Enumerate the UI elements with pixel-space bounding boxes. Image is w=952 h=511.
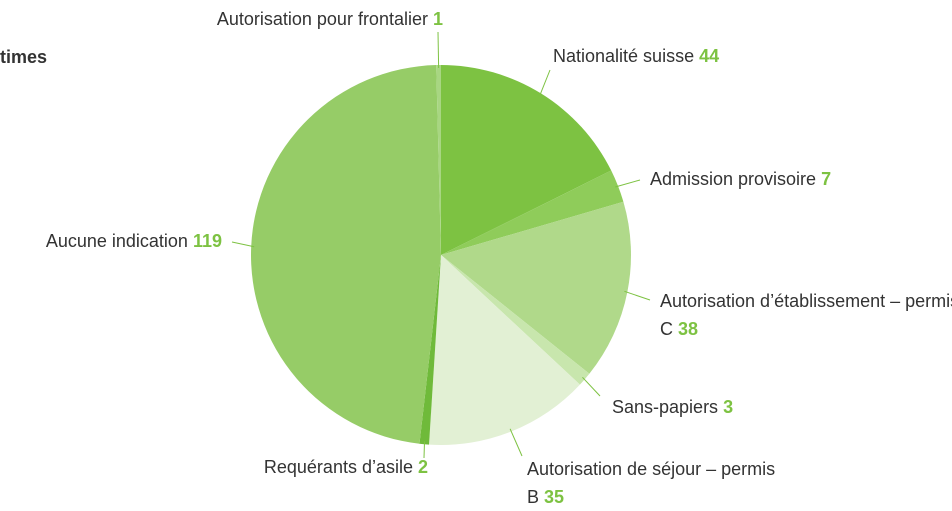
pie-slice <box>441 65 612 255</box>
slice-label: Sans-papiers 3 <box>612 397 733 417</box>
slice-label: Aucune indication 119 <box>46 231 222 251</box>
label-line: C <box>660 319 678 339</box>
leader-line <box>582 376 601 397</box>
slice-label: Autorisation pour frontalier 1 <box>217 9 443 29</box>
leader-line <box>437 31 440 69</box>
leader-line <box>231 241 255 248</box>
value-label: 3 <box>723 397 733 417</box>
leader-line <box>509 428 523 457</box>
pie-slice <box>250 65 441 444</box>
slice-label: Autorisation de séjour – permis B 35 <box>527 459 775 507</box>
value-label: 119 <box>193 231 222 251</box>
pie-slice <box>441 201 632 374</box>
pie <box>250 65 632 445</box>
value-label: 2 <box>418 457 428 477</box>
value-label: 35 <box>544 487 564 507</box>
label-line: Admission provisoire <box>650 169 821 189</box>
pie-slice <box>429 255 580 445</box>
pie-slice <box>419 255 441 445</box>
label-line: Autorisation d’établissement – permis <box>660 291 952 311</box>
label-line: Autorisation de séjour – permis <box>527 459 775 479</box>
slice-label: Admission provisoire 7 <box>650 169 831 189</box>
slice-label: Requérants d’asile 2 <box>264 457 428 477</box>
slice-label: Nationalité suisse 44 <box>553 46 719 66</box>
label-line: Requérants d’asile <box>264 457 418 477</box>
leader-line <box>539 69 551 97</box>
leader-line <box>423 441 426 459</box>
slice-label: Autorisation d’établissement – permis C 3… <box>660 291 952 339</box>
label-line: Aucune indication <box>46 231 193 251</box>
label-line: B <box>527 487 544 507</box>
pie-slice <box>436 65 441 255</box>
label-line: Nationalité suisse <box>553 46 699 66</box>
leader-line <box>624 290 651 301</box>
label-line: Sans-papiers <box>612 397 723 417</box>
pie-slice <box>441 170 624 255</box>
value-label: 38 <box>678 319 698 339</box>
chart-title: times <box>0 47 47 67</box>
value-label: 44 <box>699 46 719 66</box>
value-label: 7 <box>821 169 831 189</box>
label-line: Autorisation pour frontalier <box>217 9 433 29</box>
value-label: 1 <box>433 9 443 29</box>
leader-line <box>615 179 641 188</box>
pie-slice <box>441 255 590 385</box>
